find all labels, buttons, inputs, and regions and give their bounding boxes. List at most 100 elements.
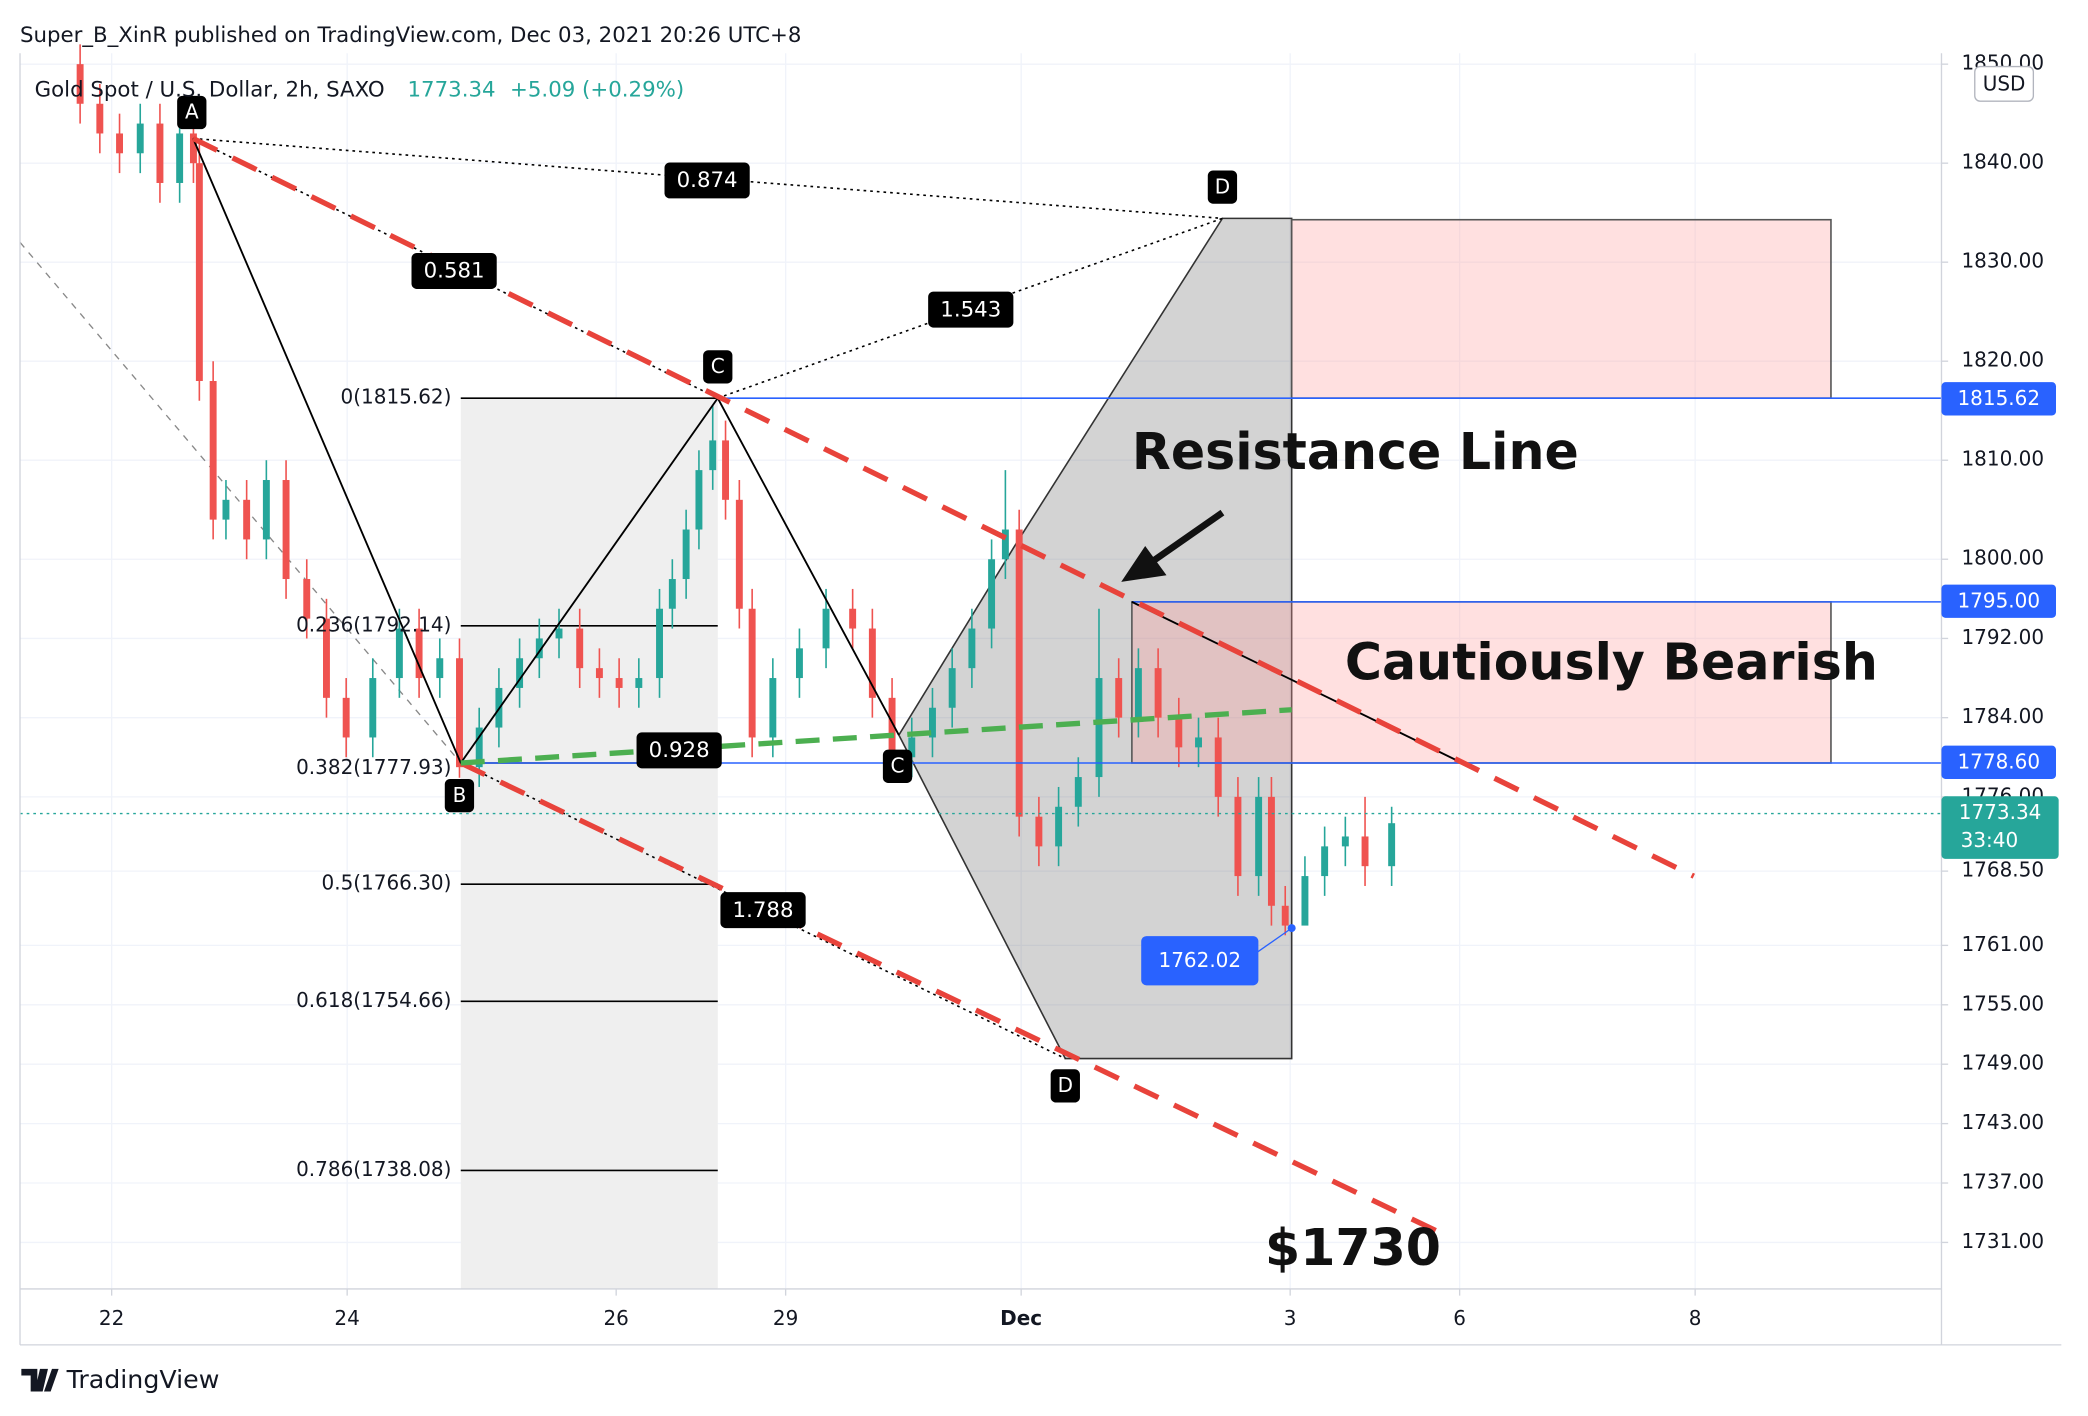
publisher: Super_B_XinR published on TradingView.co… — [20, 23, 801, 48]
candle-body — [695, 470, 703, 530]
candle-body — [1267, 796, 1275, 906]
y-tick-label: 1792.00 — [1961, 625, 2044, 649]
price-change: +5.09 (+0.29%) — [510, 78, 684, 103]
arrow — [1121, 509, 1225, 582]
last-price: 1773.34 — [408, 78, 496, 103]
candle-body — [96, 103, 104, 134]
candle-body — [1154, 668, 1162, 718]
y-tick-label: 1768.50 — [1961, 858, 2044, 882]
y-tick-label: 1737.00 — [1961, 1170, 2044, 1194]
fib-label: 0(1815.62) — [341, 385, 452, 409]
candle-body — [1341, 836, 1349, 847]
candle-body — [189, 133, 197, 164]
candle-body — [342, 697, 350, 738]
y-tick-label: 1749.00 — [1961, 1051, 2044, 1075]
y-tick-label: 1820.00 — [1961, 348, 2044, 372]
fib-labels: 0(1815.62) 0.236(1792.14) 0.382(1777.93)… — [296, 385, 451, 1181]
candle-body — [682, 529, 690, 580]
candle-body — [369, 678, 377, 738]
point-label: C — [711, 354, 725, 378]
annotation: Resistance Line — [1132, 422, 1579, 481]
x-tick-label: Dec — [1000, 1306, 1042, 1330]
candle-body — [76, 64, 84, 104]
fib-label: 0.5(1766.30) — [322, 871, 452, 895]
candle-body — [868, 628, 876, 698]
candle-body — [735, 499, 743, 609]
fib-label: 0.236(1792.14) — [296, 612, 451, 636]
fib-zone — [460, 398, 718, 1289]
price-axis-bg — [1941, 0, 2088, 1416]
candle-body — [555, 628, 563, 639]
y-tick-label: 1810.00 — [1961, 447, 2044, 471]
ratio-label: 0.581 — [424, 259, 485, 284]
candle-body — [668, 579, 676, 609]
point-label: D — [1215, 174, 1230, 198]
candle-body — [1015, 529, 1023, 817]
candle-body — [615, 678, 623, 688]
point-labels: A B C C D D — [177, 95, 1238, 1103]
candle-body — [516, 658, 524, 688]
low-box — [1141, 936, 1259, 986]
fib-label: 0.382(1777.93) — [296, 755, 451, 779]
candle-body — [475, 727, 483, 768]
x-tick-label: 3 — [1284, 1306, 1297, 1330]
low-label: 1762.02 — [1159, 948, 1242, 972]
point-label: C — [891, 753, 905, 777]
sell-zone — [1290, 218, 1832, 399]
candle-body — [323, 618, 330, 698]
pattern-zone — [897, 217, 1293, 1060]
low-dot — [1287, 924, 1296, 933]
brand: TradingView — [66, 1365, 220, 1394]
candle-body — [436, 658, 444, 679]
candle-body — [988, 559, 996, 629]
price-label: 1778.60 — [1957, 749, 2040, 773]
candle-body — [656, 608, 663, 679]
candle-body — [948, 668, 956, 708]
x-tick-label: 6 — [1453, 1306, 1466, 1330]
candle-body — [849, 608, 857, 629]
currency: USD — [1983, 72, 2026, 96]
candle-body — [456, 658, 463, 768]
candle-body — [1175, 717, 1183, 748]
ratio-label: 0.928 — [649, 738, 710, 763]
candle-body — [243, 499, 251, 540]
candle-body — [748, 608, 756, 738]
candle-body — [395, 628, 403, 679]
candle-body — [1055, 806, 1063, 847]
candle-body — [722, 440, 730, 500]
candle-body — [222, 499, 230, 520]
candle-body — [176, 133, 184, 183]
y-tick-label: 1830.00 — [1961, 249, 2044, 273]
candle-body — [136, 123, 144, 154]
price-label: 1795.00 — [1957, 588, 2040, 612]
candle-body — [1301, 876, 1309, 926]
bias-zone — [1131, 601, 1832, 764]
logo — [21, 1368, 59, 1392]
candle-body — [1361, 836, 1369, 867]
candle-body — [576, 628, 584, 669]
x-tick-label: 22 — [99, 1306, 124, 1330]
candle-body — [709, 440, 717, 471]
y-tick-label: 1761.00 — [1961, 932, 2044, 956]
candle-body — [1255, 796, 1263, 877]
annotation: $1730 — [1265, 1218, 1441, 1277]
candle-body — [1281, 905, 1289, 926]
last-price-label: 1773.34 — [1959, 800, 2042, 824]
candle-body — [535, 638, 543, 659]
ratio-label: 1.788 — [733, 898, 794, 923]
currency-box — [1974, 65, 2035, 102]
candle-body — [968, 628, 976, 669]
candle-body — [209, 381, 217, 520]
countdown-label: 33:40 — [1961, 828, 2019, 852]
point-label: B — [453, 783, 467, 807]
candle-body — [595, 668, 603, 679]
candle-body — [1321, 846, 1329, 877]
support-line — [460, 707, 1292, 766]
candle-body — [888, 697, 896, 758]
candle-body — [822, 608, 830, 649]
candle-body — [769, 678, 777, 738]
y-tick-label: 1784.00 — [1961, 704, 2044, 728]
x-tick-label: 24 — [334, 1306, 359, 1330]
annotation: Cautiously Bearish — [1345, 632, 1878, 691]
